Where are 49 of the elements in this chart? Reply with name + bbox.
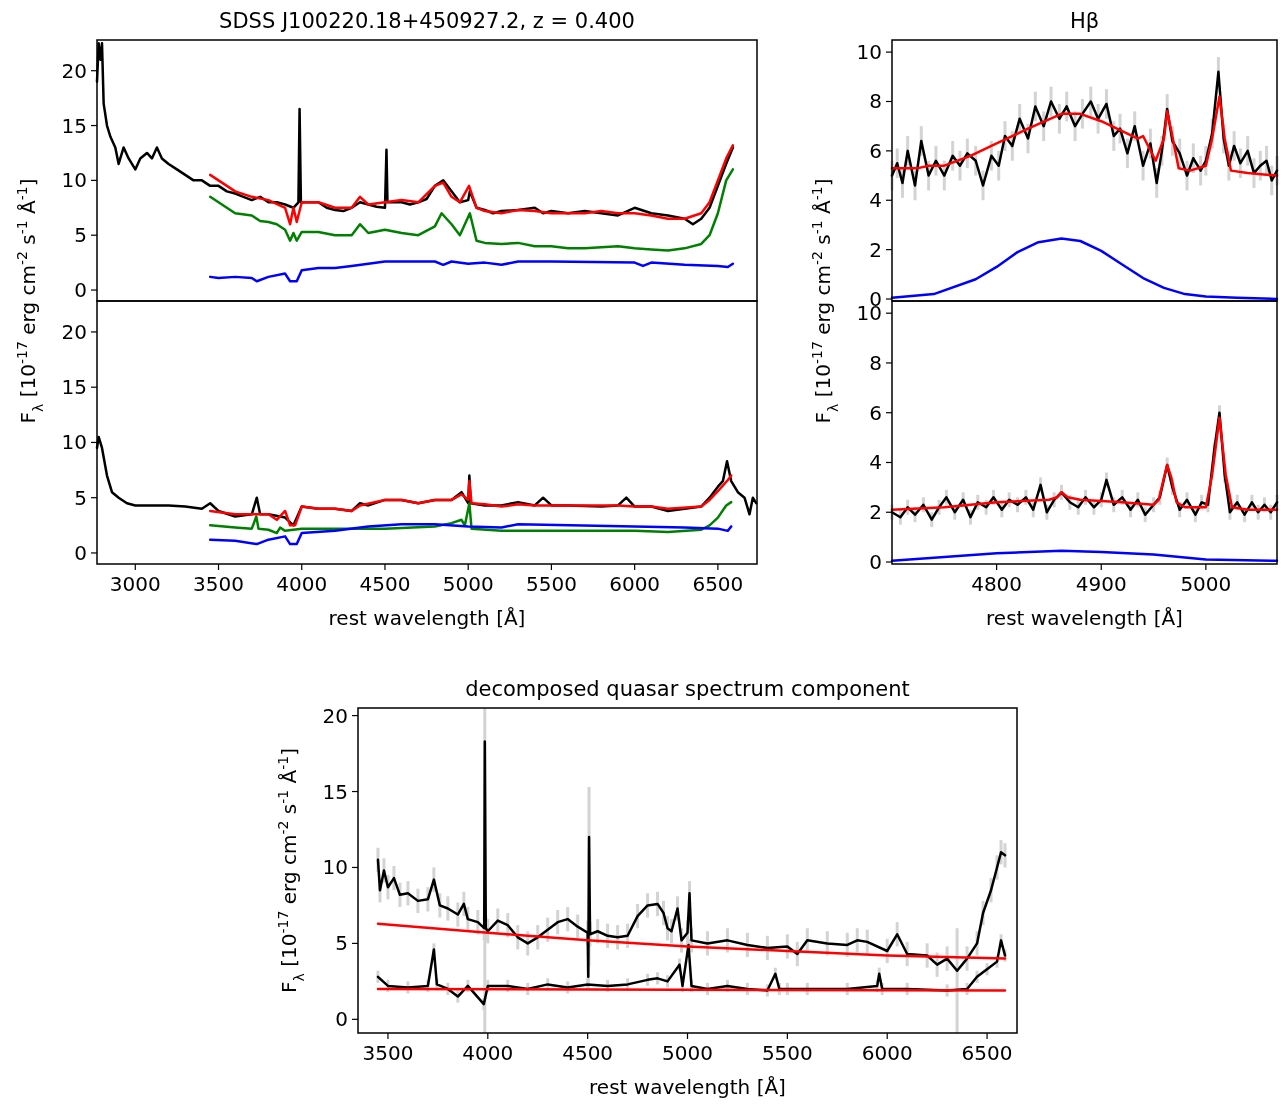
x-axis-title: rest wavelength [Å] [589,1075,786,1099]
x-tick-label: 4800 [971,572,1023,596]
y-tick-label: 0 [869,550,882,575]
y-tick-label: 10 [61,168,87,193]
x-tick-label: 6000 [609,572,661,596]
x-tick-label: 4500 [562,1041,614,1065]
y-tick-label: 5 [335,931,348,956]
y-tick-label: 0 [335,1007,348,1032]
x-tick-label: 5000 [442,572,494,596]
x-tick-label: 3500 [193,572,244,596]
y-tick-label: 5 [74,223,87,248]
x-tick-label: 5000 [1180,572,1232,596]
chart-title: Hβ [1069,9,1100,33]
x-tick-label: 3500 [362,1041,414,1065]
x-tick-label: 4000 [276,572,328,596]
x-axis-title: rest wavelength [Å] [986,606,1183,630]
x-tick-label: 4000 [462,1041,514,1065]
y-tick-label: 2 [869,500,882,525]
x-tick-label: 5500 [761,1041,813,1065]
y-tick-label: 20 [61,319,87,344]
chart-title: decomposed quasar spectrum component [465,677,910,701]
y-tick-label: 0 [74,278,87,303]
x-tick-label: 3000 [109,572,161,596]
y-tick-label: 5 [74,485,87,510]
y-tick-label: 10 [61,430,87,455]
x-axis-title: rest wavelength [Å] [328,606,526,630]
y-tick-label: 4 [869,450,882,475]
y-tick-label: 0 [74,540,87,565]
y-tick-label: 6 [869,138,882,163]
x-tick-label: 5000 [662,1041,713,1065]
y-tick-label: 15 [61,113,87,138]
y-tick-label: 8 [869,350,882,375]
x-tick-label: 6000 [861,1041,913,1065]
x-tick-label: 6500 [692,572,744,596]
x-tick-label: 5500 [525,572,577,596]
y-tick-label: 20 [322,703,348,728]
y-tick-label: 6 [869,400,882,425]
x-tick-label: 4900 [1075,572,1127,596]
y-tick-label: 2 [869,237,882,262]
x-tick-label: 4500 [359,572,411,596]
y-tick-label: 8 [869,89,882,114]
x-tick-label: 6500 [961,1041,1013,1065]
y-tick-label: 4 [869,188,882,213]
y-tick-label: 20 [61,58,87,83]
chart-title: SDSS J100220.18+450927.2, z = 0.400 [219,9,635,33]
y-tick-label: 10 [322,855,348,880]
y-tick-label: 15 [61,375,87,400]
y-tick-label: 10 [856,40,882,65]
y-tick-label: 15 [322,779,348,804]
